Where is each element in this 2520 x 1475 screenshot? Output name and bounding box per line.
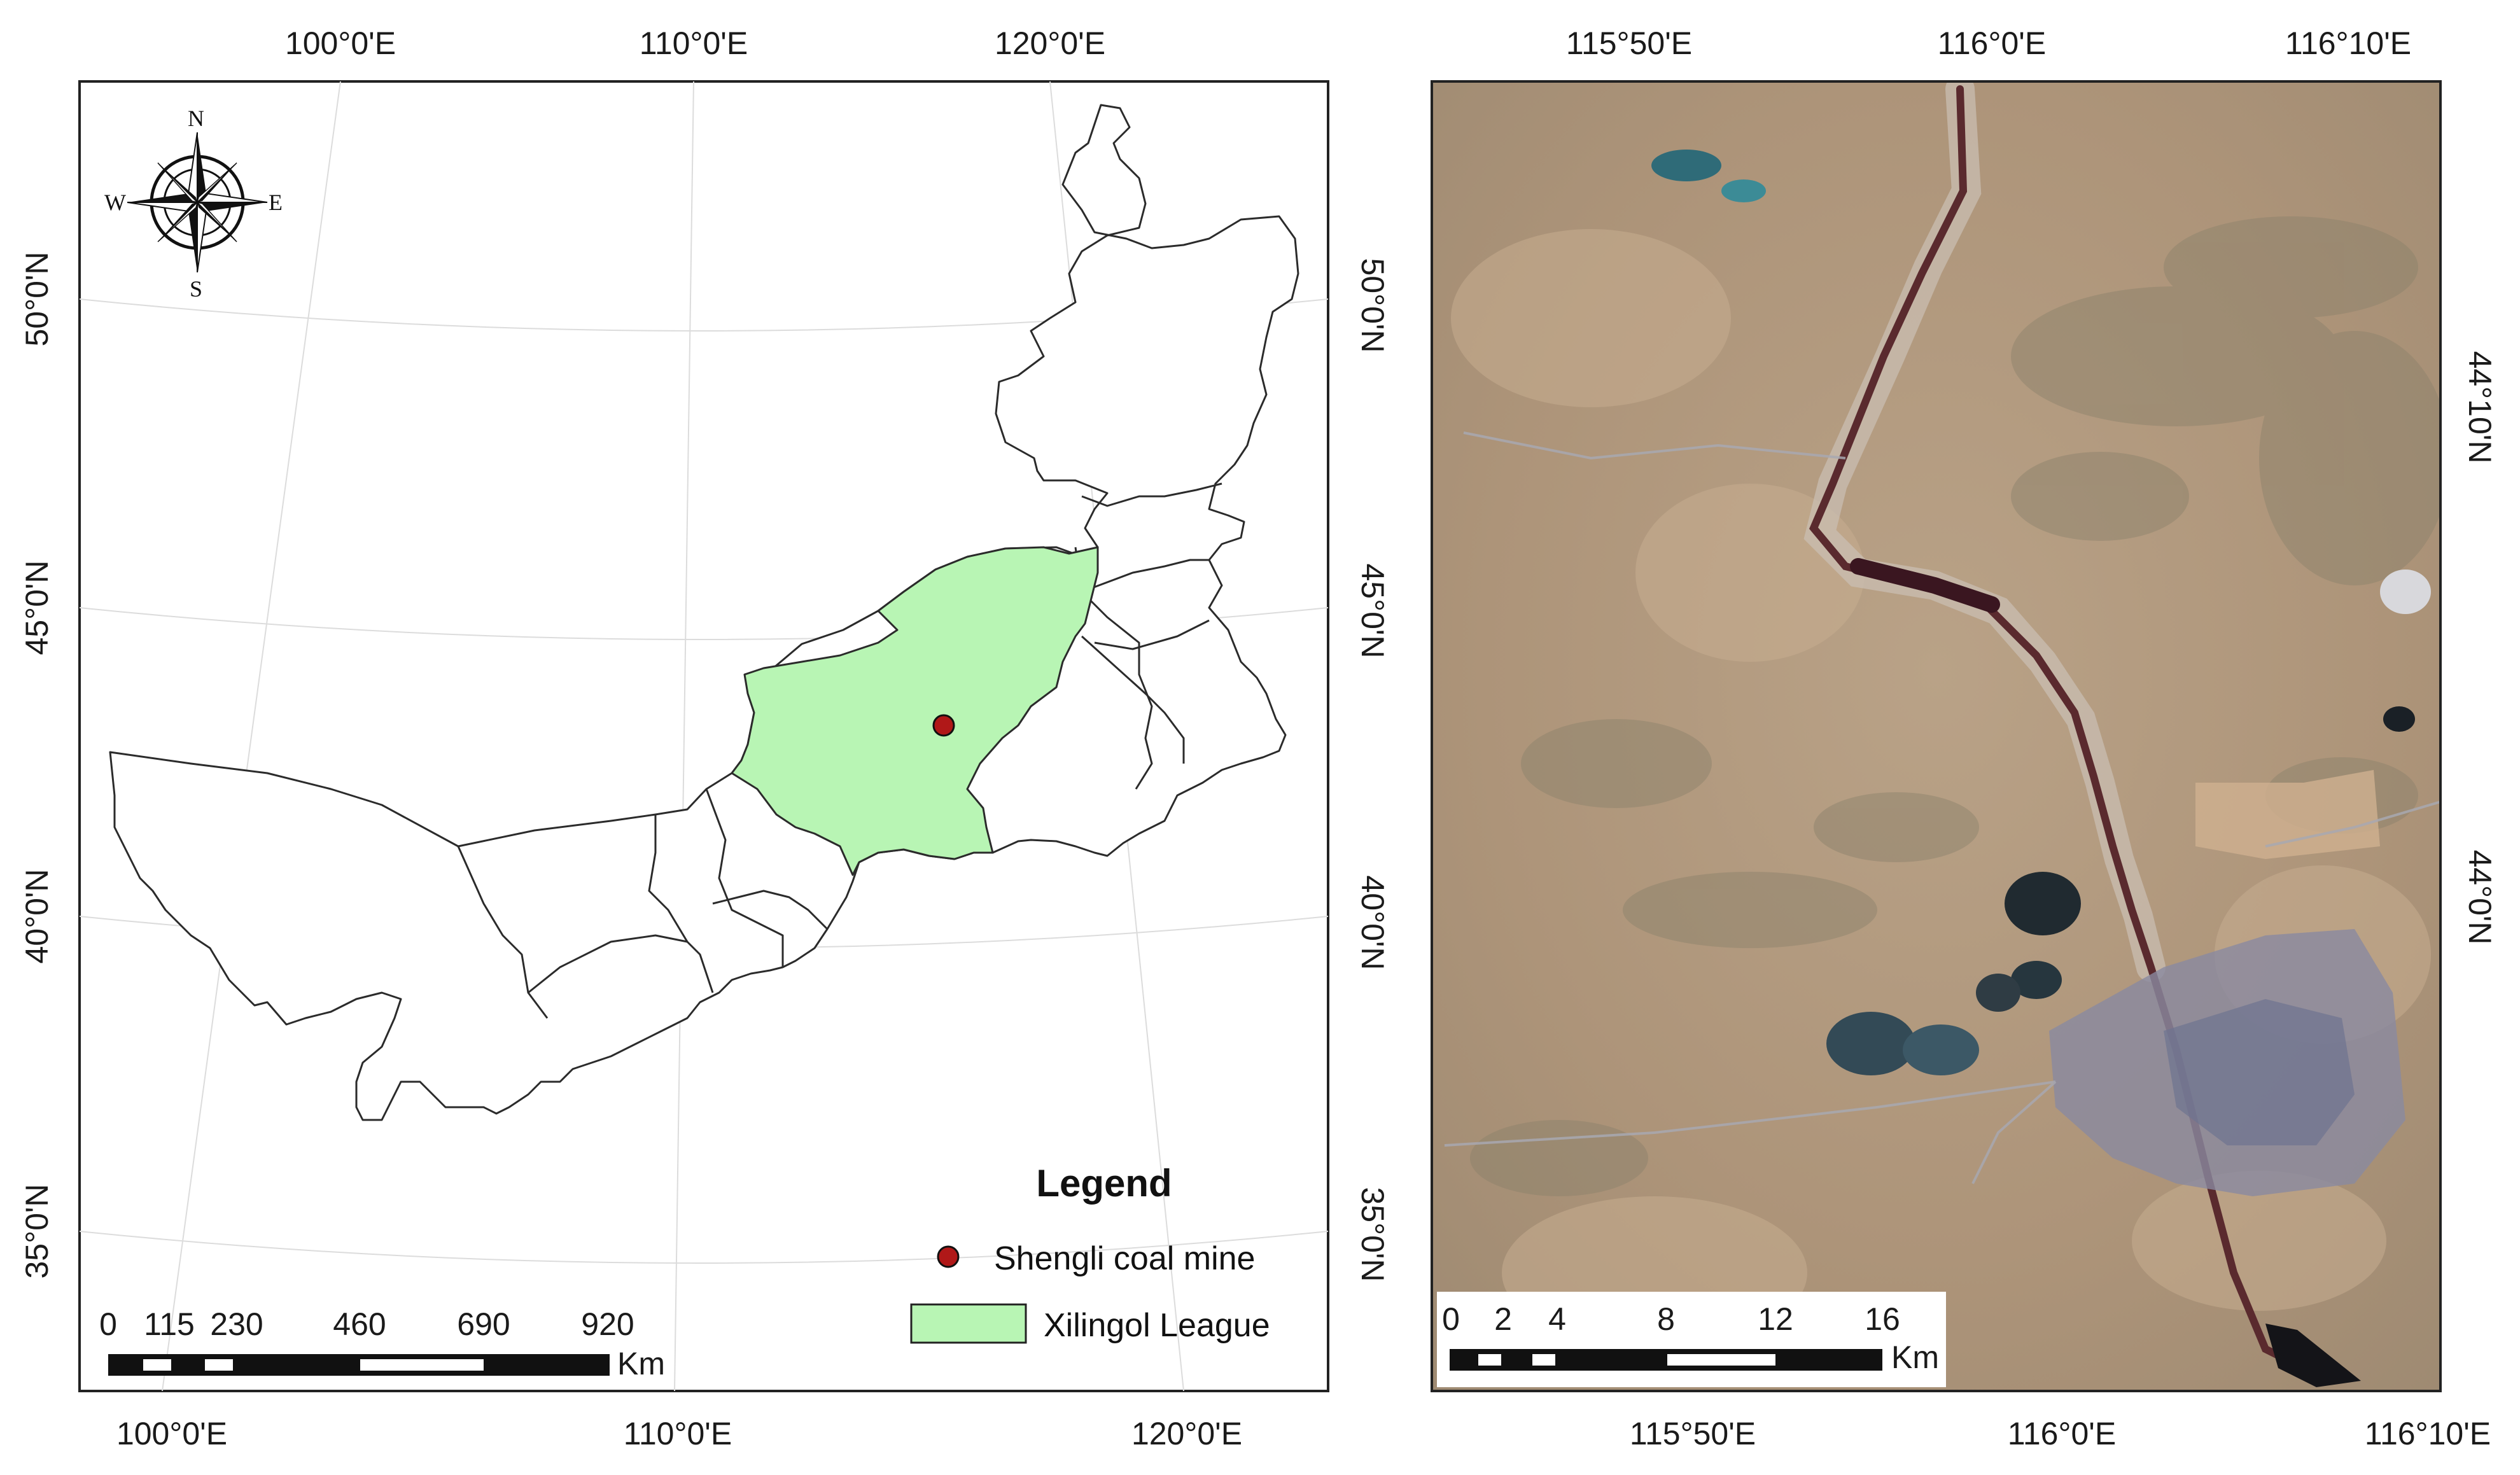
right-bottom-lon-116-10: 116°10'E (2365, 1416, 2491, 1451)
compass-w-label: W (104, 190, 126, 215)
boundary-3 (528, 934, 688, 994)
urban-area (2049, 770, 2405, 1196)
boundary-4 (705, 788, 784, 967)
boundary-1 (457, 846, 549, 1019)
right-scale-tick-2: 2 (1494, 1301, 1512, 1337)
boundary-9 (1081, 482, 1222, 507)
right-of-left-lat-50: 50°0'N (1355, 258, 1390, 353)
left-scale-tick-460: 460 (333, 1306, 386, 1342)
right-scale-tick-0: 0 (1442, 1301, 1460, 1337)
inner-mongolia-outline (109, 104, 1299, 1121)
left-bottom-lon-120: 120°0'E (1131, 1416, 1242, 1451)
boundary-2 (648, 814, 714, 993)
graticule-lat-35 (80, 1231, 1328, 1264)
legend-point-symbol (937, 1245, 960, 1268)
legend-item-xilingol: Xilingol League (1044, 1307, 1270, 1344)
left-lat-45: 45°0'N (19, 560, 55, 655)
left-scale-tick-115: 115 (144, 1306, 195, 1342)
right-scale-unit: Km (1891, 1339, 1939, 1375)
legend-polygon-symbol (910, 1303, 1027, 1344)
right-top-lon-116-10: 116°10'E (2285, 25, 2411, 61)
right-map-frame (1431, 80, 2442, 1392)
right-bottom-lon-115-50: 115°50'E (1630, 1416, 1756, 1451)
right-of-left-lat-35: 35°0'N (1355, 1187, 1390, 1282)
boundary-10 (1081, 635, 1185, 764)
right-of-left-lat-45: 45°0'N (1355, 563, 1390, 658)
compass-e-label: E (269, 190, 283, 215)
left-top-lon-120: 120°0'E (995, 25, 1105, 61)
right-top-lon-115-50: 115°50'E (1566, 25, 1692, 61)
boundary-5 (712, 890, 829, 930)
roads (1444, 431, 2440, 1184)
left-scale-tick-690: 690 (457, 1306, 510, 1342)
legend-item-coal-mine: Shengli coal mine (994, 1240, 1255, 1277)
left-scale-tick-920: 920 (581, 1306, 634, 1342)
left-map: N S E W Legend Shengli coal mine Xilingo… (19, 25, 1390, 1451)
right-scale-bg (1437, 1292, 1946, 1387)
right-lat-44-0: 44°0'N (2462, 849, 2498, 944)
left-lat-40: 40°0'N (19, 869, 55, 963)
right-map: 0 2 4 8 12 16 Km 115°50'E 116°0'E 116°10… (1431, 25, 2498, 1451)
boundary-8 (1094, 619, 1210, 650)
left-lat-35: 35°0'N (19, 1184, 55, 1278)
graticule-lon-100 (162, 81, 341, 1391)
legend-title: Legend (1036, 1162, 1172, 1205)
legend: Legend Shengli coal mine Xilingol League (910, 1162, 1270, 1344)
boundary-7 (1081, 559, 1209, 593)
compass-s-label: S (190, 276, 202, 302)
hill-texture (1470, 216, 2440, 1196)
lake (2265, 1324, 2361, 1387)
mine-pits (1651, 150, 2431, 1075)
graticule-lon-110 (674, 81, 694, 1391)
compass-n-label: N (188, 106, 204, 131)
right-scale-bar: 0 2 4 8 12 16 Km (1437, 1292, 1946, 1387)
right-scale-tick-12: 12 (1758, 1301, 1793, 1337)
left-scale-unit: Km (617, 1346, 665, 1381)
right-top-lon-116-0: 116°0'E (1938, 25, 2046, 61)
right-scale-tick-16: 16 (1865, 1301, 1900, 1337)
right-bottom-lon-116-0: 116°0'E (2008, 1416, 2116, 1451)
left-scale-bar: 0 115 230 460 690 920 Km (99, 1306, 665, 1381)
left-lat-50: 50°0'N (19, 251, 55, 346)
right-lat-44-10: 44°10'N (2462, 351, 2498, 464)
right-scale-tick-4: 4 (1548, 1301, 1566, 1337)
left-bottom-lon-100: 100°0'E (116, 1416, 227, 1451)
left-top-lon-110: 110°0'E (640, 25, 748, 61)
left-top-lon-100: 100°0'E (285, 25, 396, 61)
left-bottom-lon-110: 110°0'E (624, 1416, 732, 1451)
right-scale-tick-8: 8 (1657, 1301, 1675, 1337)
compass-rose-icon: N S E W (104, 106, 283, 302)
right-of-left-lat-40: 40°0'N (1355, 875, 1390, 970)
shengli-coal-mine-marker (932, 714, 955, 737)
river-dark-segment (1850, 558, 2000, 613)
xilingol-league-polygon (731, 546, 1099, 876)
left-scale-tick-0: 0 (99, 1306, 117, 1342)
prefecture-boundaries (457, 482, 1222, 1019)
left-scale-tick-230: 230 (210, 1306, 263, 1342)
